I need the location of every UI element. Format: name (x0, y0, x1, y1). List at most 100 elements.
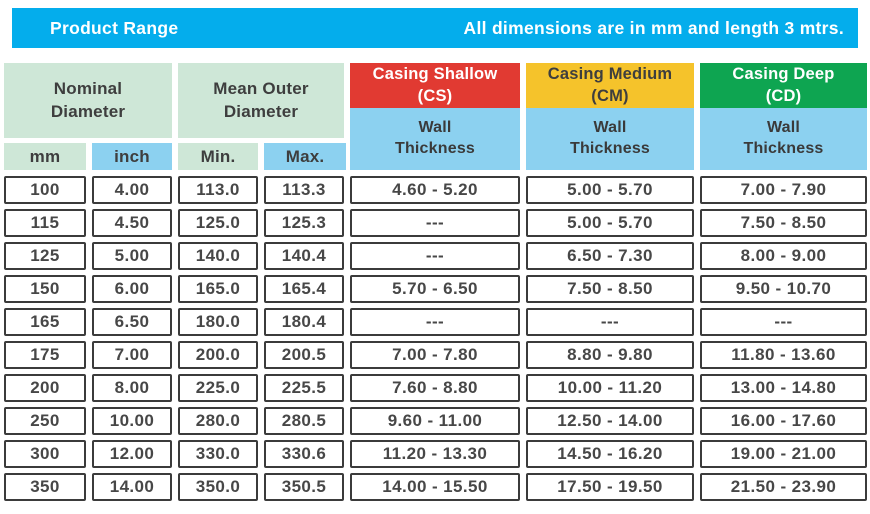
mean-outer-diameter-group: Mean Outer Diameter Min. Max. (178, 63, 346, 170)
cell-nominal-inch: 4.00 (92, 176, 172, 204)
casing-shallow-wall-thickness-text: Wall Thickness (394, 119, 476, 157)
cell-casing-shallow-wall: 7.00 - 7.80 (350, 341, 520, 369)
cell-casing-shallow-wall: 9.60 - 11.00 (350, 407, 520, 435)
casing-deep-title: Casing Deep (CD) (700, 63, 867, 108)
cell-nominal-inch: 8.00 (92, 374, 172, 402)
cell-outer-max: 350.5 (264, 473, 344, 501)
cell-outer-max: 180.4 (264, 308, 344, 336)
cell-casing-deep-wall: 21.50 - 23.90 (700, 473, 867, 501)
page-title: Product Range (50, 17, 179, 38)
cell-nominal-inch: 7.00 (92, 341, 172, 369)
casing-medium-title: Casing Medium (CM) (526, 63, 694, 108)
nominal-diameter-title: Nominal Diameter (4, 63, 172, 138)
mean-outer-diameter-title-text: Mean Outer Diameter (213, 79, 309, 121)
cell-casing-shallow-wall: 11.20 - 13.30 (350, 440, 520, 468)
cell-casing-medium-wall: 5.00 - 5.70 (526, 209, 694, 237)
cell-outer-min: 180.0 (178, 308, 258, 336)
cell-outer-max: 140.4 (264, 242, 344, 270)
product-range-table: Nominal Diameter mm inch Mean Outer Diam… (4, 63, 867, 501)
cell-outer-max: 125.3 (264, 209, 344, 237)
cell-nominal-mm: 175 (4, 341, 86, 369)
cell-casing-shallow-wall: 4.60 - 5.20 (350, 176, 520, 204)
cell-outer-min: 113.0 (178, 176, 258, 204)
cell-outer-min: 125.0 (178, 209, 258, 237)
cell-outer-min: 225.0 (178, 374, 258, 402)
cell-casing-deep-wall: 7.00 - 7.90 (700, 176, 867, 204)
cell-nominal-mm: 350 (4, 473, 86, 501)
cell-nominal-mm: 300 (4, 440, 86, 468)
casing-shallow-group: Casing Shallow (CS) Wall Thickness (350, 63, 520, 170)
dimensions-note: All dimensions are in mm and length 3 mt… (463, 17, 844, 38)
cell-casing-medium-wall: 6.50 - 7.30 (526, 242, 694, 270)
cell-casing-medium-wall: 7.50 - 8.50 (526, 275, 694, 303)
cell-casing-shallow-wall: --- (350, 209, 520, 237)
casing-medium-title-text: Casing Medium (CM) (547, 65, 673, 105)
cell-casing-medium-wall: 12.50 - 14.00 (526, 407, 694, 435)
table-row: 300 12.00 330.0 330.6 11.20 - 13.30 14.5… (4, 440, 867, 468)
cell-outer-max: 200.5 (264, 341, 344, 369)
cell-casing-deep-wall: 19.00 - 21.00 (700, 440, 867, 468)
table-row: 350 14.00 350.0 350.5 14.00 - 15.50 17.5… (4, 473, 867, 501)
cell-nominal-mm: 250 (4, 407, 86, 435)
cell-nominal-mm: 115 (4, 209, 86, 237)
table-header: Nominal Diameter mm inch Mean Outer Diam… (4, 63, 867, 170)
casing-medium-wall-thickness-header: Wall Thickness (526, 108, 694, 170)
cell-nominal-inch: 6.50 (92, 308, 172, 336)
table-row: 125 5.00 140.0 140.4 --- 6.50 - 7.30 8.0… (4, 242, 867, 270)
casing-deep-wall-thickness-header: Wall Thickness (700, 108, 867, 170)
col-header-min: Min. (178, 143, 258, 170)
cell-casing-deep-wall: 7.50 - 8.50 (700, 209, 867, 237)
cell-nominal-inch: 5.00 (92, 242, 172, 270)
table-row: 100 4.00 113.0 113.3 4.60 - 5.20 5.00 - … (4, 176, 867, 204)
mean-outer-diameter-title: Mean Outer Diameter (178, 63, 344, 138)
cell-casing-shallow-wall: 7.60 - 8.80 (350, 374, 520, 402)
nominal-diameter-title-text: Nominal Diameter (50, 79, 126, 121)
cell-casing-medium-wall: 10.00 - 11.20 (526, 374, 694, 402)
mean-outer-subheader-row: Min. Max. (178, 143, 346, 170)
cell-casing-deep-wall: 16.00 - 17.60 (700, 407, 867, 435)
casing-deep-group: Casing Deep (CD) Wall Thickness (700, 63, 867, 170)
nominal-subheader-row: mm inch (4, 143, 172, 170)
cell-nominal-inch: 12.00 (92, 440, 172, 468)
casing-deep-wall-thickness-text: Wall Thickness (743, 119, 824, 157)
cell-casing-medium-wall: 8.80 - 9.80 (526, 341, 694, 369)
cell-outer-max: 225.5 (264, 374, 344, 402)
cell-outer-min: 330.0 (178, 440, 258, 468)
table-row: 200 8.00 225.0 225.5 7.60 - 8.80 10.00 -… (4, 374, 867, 402)
cell-nominal-inch: 10.00 (92, 407, 172, 435)
cell-nominal-mm: 165 (4, 308, 86, 336)
cell-outer-min: 350.0 (178, 473, 258, 501)
cell-outer-max: 330.6 (264, 440, 344, 468)
table-body: 100 4.00 113.0 113.3 4.60 - 5.20 5.00 - … (4, 176, 867, 501)
cell-casing-medium-wall: 5.00 - 5.70 (526, 176, 694, 204)
cell-outer-max: 165.4 (264, 275, 344, 303)
table-row: 150 6.00 165.0 165.4 5.70 - 6.50 7.50 - … (4, 275, 867, 303)
cell-casing-shallow-wall: 5.70 - 6.50 (350, 275, 520, 303)
table-row: 175 7.00 200.0 200.5 7.00 - 7.80 8.80 - … (4, 341, 867, 369)
topbar: Product Range All dimensions are in mm a… (12, 8, 858, 48)
cell-casing-shallow-wall: --- (350, 242, 520, 270)
cell-outer-max: 280.5 (264, 407, 344, 435)
casing-medium-wall-thickness-text: Wall Thickness (569, 119, 651, 157)
cell-casing-deep-wall: --- (700, 308, 867, 336)
cell-casing-deep-wall: 13.00 - 14.80 (700, 374, 867, 402)
cell-casing-deep-wall: 11.80 - 13.60 (700, 341, 867, 369)
casing-shallow-wall-thickness-header: Wall Thickness (350, 108, 520, 170)
casing-medium-group: Casing Medium (CM) Wall Thickness (526, 63, 694, 170)
cell-casing-deep-wall: 8.00 - 9.00 (700, 242, 867, 270)
col-header-mm: mm (4, 143, 86, 170)
nominal-diameter-group: Nominal Diameter mm inch (4, 63, 172, 170)
cell-outer-max: 113.3 (264, 176, 344, 204)
cell-nominal-mm: 150 (4, 275, 86, 303)
cell-nominal-inch: 6.00 (92, 275, 172, 303)
cell-nominal-mm: 125 (4, 242, 86, 270)
col-header-max: Max. (264, 143, 346, 170)
cell-nominal-mm: 100 (4, 176, 86, 204)
casing-shallow-title-text: Casing Shallow (CS) (372, 65, 498, 105)
casing-deep-title-text: Casing Deep (CD) (732, 65, 835, 105)
casing-shallow-title: Casing Shallow (CS) (350, 63, 520, 108)
cell-casing-deep-wall: 9.50 - 10.70 (700, 275, 867, 303)
table-row: 115 4.50 125.0 125.3 --- 5.00 - 5.70 7.5… (4, 209, 867, 237)
cell-casing-medium-wall: --- (526, 308, 694, 336)
